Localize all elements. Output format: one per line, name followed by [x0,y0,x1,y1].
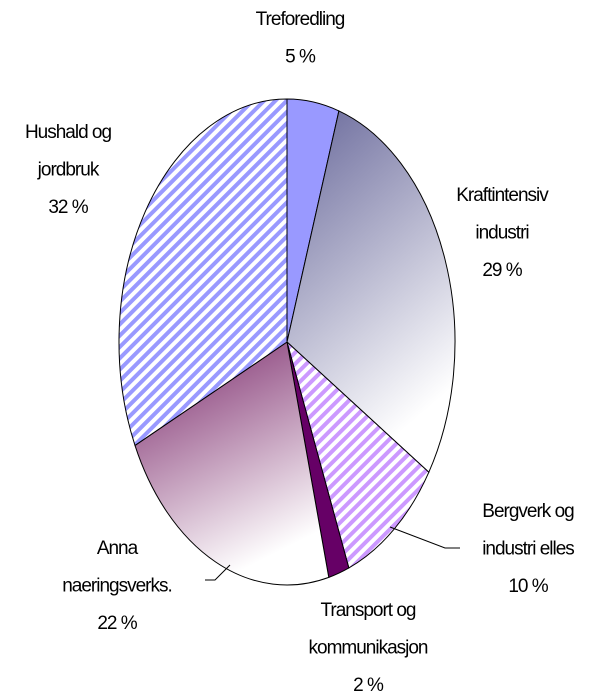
pie-slice [286,110,456,474]
slice-label: kommunikasjon [309,638,428,659]
pie [118,98,456,586]
slice-label: industri elles [482,539,574,560]
slice-label: Bergverk og [482,501,574,522]
value-label: 32 % [48,197,88,218]
leader-line [205,564,231,581]
slice-label: Hushald og [25,122,112,143]
value-label: 10 % [508,576,548,597]
value-label: 22 % [97,613,137,634]
value-label: 5 % [285,47,316,68]
slice-label: industri [475,223,528,244]
leader-line [389,526,460,549]
labels: Treforedling 5 % Kraftintensiv industri 29 %… [25,9,575,696]
slice-label: Transport og [320,600,415,621]
pie-slice [134,341,330,586]
slice-label: Kraftintensiv [456,185,549,206]
pie-slice [286,340,430,569]
slice-label: jordbruk [37,160,100,181]
slice-label: Anna [97,538,139,559]
value-label: 2 % [353,675,384,696]
value-label: 29 % [482,260,522,281]
slice-label: Treforedling [256,9,345,30]
pie-slice [118,98,288,447]
slice-label: naeringsverks. [62,576,172,597]
